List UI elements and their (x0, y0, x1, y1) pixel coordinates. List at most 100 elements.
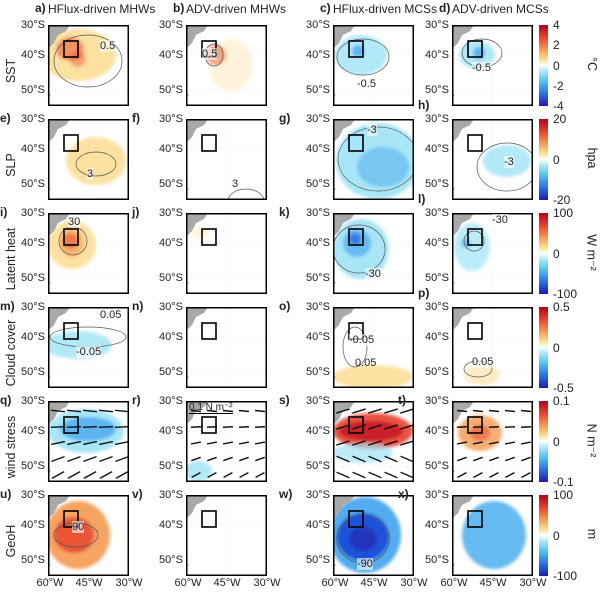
panel-letter: j) (132, 205, 140, 219)
wind-vector (115, 440, 129, 446)
contour-line (227, 188, 265, 200)
wind-vector (336, 424, 350, 430)
panel-letter: e) (0, 111, 11, 125)
contour-label: -0.05 (349, 334, 375, 346)
lat-tick-label: 50°S (21, 178, 45, 190)
lat-tick-label: 30°S (21, 207, 45, 219)
panel-frame (186, 401, 267, 482)
lat-tick-label: 40°S (425, 425, 449, 437)
lat-tick-label: 40°S (159, 425, 183, 437)
study-region-box (467, 322, 483, 340)
colorbar (539, 119, 548, 200)
lon-tick-label: 45°W (360, 577, 388, 589)
wind-vector (336, 471, 350, 479)
lat-tick-label: 40°S (21, 331, 45, 343)
colorbar-tick-label: 0 (553, 152, 560, 167)
lon-tick-label: 30°W (253, 577, 281, 589)
colorbar (539, 25, 548, 106)
panel-frame (186, 25, 267, 106)
column-title: HFlux-driven MHWs (48, 2, 156, 16)
study-region-box (63, 228, 79, 246)
contour-line (336, 38, 390, 76)
panel-letter: a) (35, 1, 46, 15)
lat-tick-label: 40°S (159, 237, 183, 249)
wind-vector (352, 455, 366, 463)
lat-tick-label: 50°S (425, 554, 449, 566)
land (186, 401, 208, 425)
wind-vector (51, 471, 65, 479)
lat-tick-label: 40°S (425, 331, 449, 343)
wind-vector (191, 456, 201, 462)
grid-lines (186, 495, 267, 576)
land (452, 495, 474, 519)
wind-vector (488, 441, 500, 445)
lat-tick-label: 50°S (306, 366, 330, 378)
wind-vector (255, 456, 265, 462)
colorbar-tick-label: 0.1 (553, 394, 570, 408)
wind-vector (521, 456, 531, 462)
study-region-box (63, 40, 79, 58)
colorbar-tick-label: 0 (553, 528, 560, 543)
colorbar-tick-label: 2 (553, 38, 560, 53)
wind-vector (207, 471, 217, 479)
wind-vector (51, 455, 65, 463)
lat-tick-label: 50°S (159, 554, 183, 566)
contour-label: 0.5 (202, 48, 218, 60)
lat-tick-label: 40°S (21, 49, 45, 61)
lat-tick-label: 40°S (306, 331, 330, 343)
panel-frame (452, 25, 533, 106)
panel-letter: p) (418, 286, 430, 300)
lat-tick-label: 30°S (306, 489, 330, 501)
panel-letter: r) (132, 393, 141, 407)
land (452, 119, 474, 143)
panel-letter: q) (0, 393, 12, 407)
anomaly-field (48, 501, 110, 569)
anomaly-patch (464, 365, 500, 385)
colorbar-tick-label: 0.5 (553, 300, 570, 314)
colorbar-unit-label: N m⁻² (584, 423, 599, 458)
map-panel (186, 495, 267, 576)
wind-vector (336, 455, 350, 463)
panel-letter: s) (279, 393, 290, 407)
panel-frame (48, 25, 129, 106)
contour-label: -3 (504, 156, 514, 168)
reference-vector-label: 0.1 N m⁻² (189, 402, 233, 414)
lat-tick-label: 40°S (425, 49, 449, 61)
study-region-box (201, 322, 217, 340)
lat-tick-label: 50°S (425, 366, 449, 378)
map-panel (452, 119, 533, 200)
lat-tick-label: 50°S (306, 178, 330, 190)
wind-vector (473, 471, 483, 479)
study-region-box (467, 416, 483, 434)
anomaly-patch (349, 527, 377, 551)
wind-vector (352, 408, 366, 414)
contour-label: -0.5 (357, 78, 376, 90)
panel-letter: h) (418, 98, 430, 112)
land (186, 25, 208, 49)
land (48, 307, 70, 331)
map-panel (48, 213, 129, 294)
lon-tick-label: 45°W (213, 577, 241, 589)
contour-label: 0.5 (100, 40, 116, 52)
anomaly-field (333, 497, 401, 573)
lat-tick-label: 40°S (425, 143, 449, 155)
wind-vector (206, 409, 218, 413)
wind-vector (457, 456, 467, 462)
lat-tick-label: 30°S (306, 19, 330, 31)
study-region-box (348, 510, 364, 528)
wind-vector (98, 425, 114, 429)
colorbar (539, 401, 548, 482)
wind-vector (207, 456, 217, 462)
map-panel (186, 307, 267, 388)
lon-tick-label: 45°W (479, 577, 507, 589)
contour-line (342, 326, 368, 368)
lat-tick-label: 40°S (306, 49, 330, 61)
panel-frame (452, 119, 533, 200)
map-panel (452, 25, 533, 106)
lat-tick-label: 40°S (306, 425, 330, 437)
lat-tick-label: 50°S (425, 272, 449, 284)
land (452, 401, 474, 425)
panel-letter: i) (0, 205, 8, 219)
colorbar-tick-label: 0 (553, 246, 560, 261)
